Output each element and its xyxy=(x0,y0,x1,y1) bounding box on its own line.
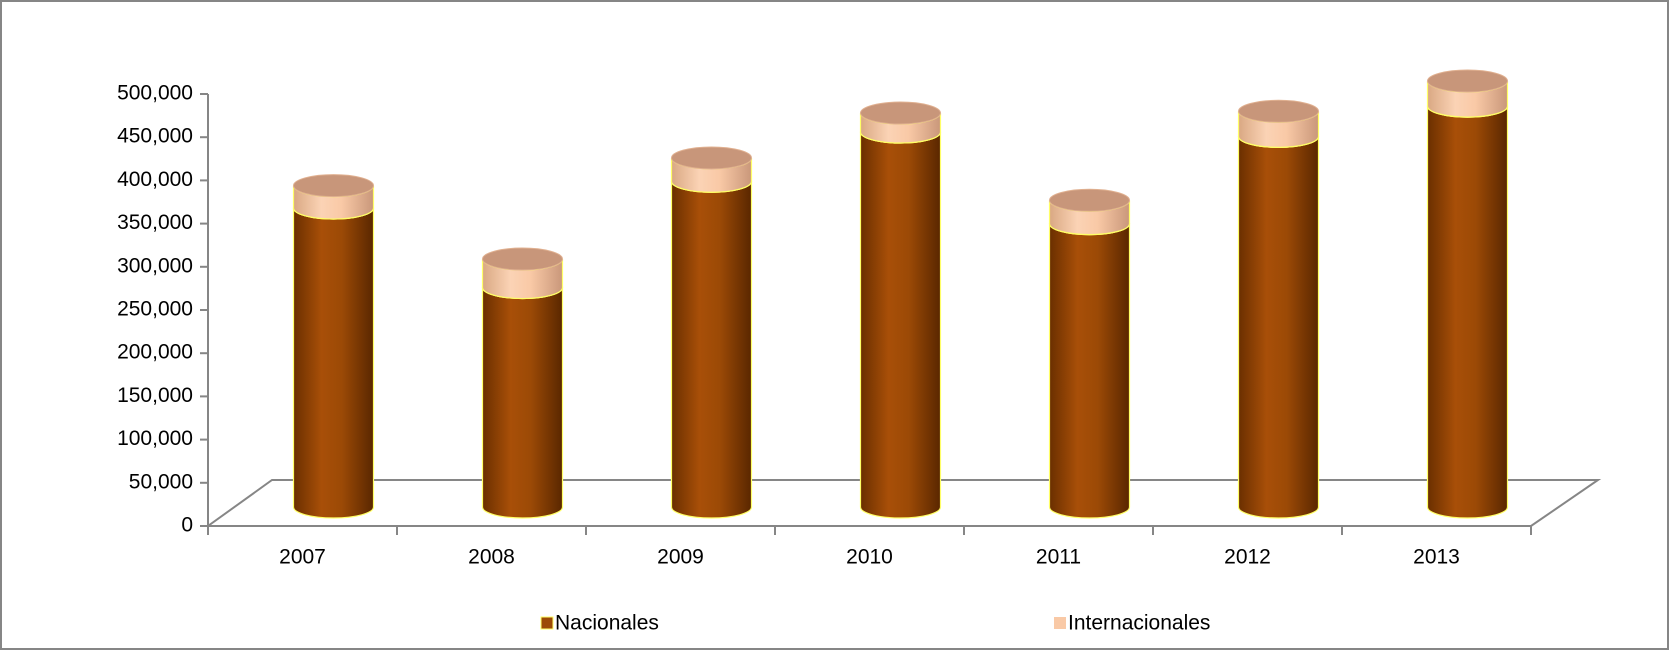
x-tick-label: 2012 xyxy=(1224,546,1271,569)
bar-top xyxy=(671,146,752,170)
bar-top xyxy=(482,247,563,271)
legend-label: Nacionales xyxy=(555,612,659,635)
x-tick-label: 2008 xyxy=(468,546,515,569)
y-tick-label: 0 xyxy=(181,514,193,537)
y-tick-label: 300,000 xyxy=(117,254,193,277)
y-tick-label: 50,000 xyxy=(129,470,193,493)
bar-top xyxy=(293,174,374,198)
x-tick-label: 2007 xyxy=(279,546,326,569)
bar xyxy=(292,207,375,519)
x-tick-label: 2013 xyxy=(1413,546,1460,569)
bar xyxy=(1237,136,1320,519)
y-tick-label: 150,000 xyxy=(117,384,193,407)
bar-top xyxy=(860,101,941,125)
legend-label: Internacionales xyxy=(1068,612,1210,635)
bar xyxy=(670,181,753,519)
bar xyxy=(1048,223,1131,519)
y-tick-label: 350,000 xyxy=(117,211,193,234)
x-tick-label: 2010 xyxy=(846,546,893,569)
y-tick-label: 250,000 xyxy=(117,298,193,321)
legend-swatch xyxy=(1054,617,1066,629)
y-tick-label: 200,000 xyxy=(117,341,193,364)
bar-top xyxy=(1238,99,1319,123)
bar-top xyxy=(1049,188,1130,212)
legend-swatch xyxy=(540,616,554,630)
y-tick-label: 400,000 xyxy=(117,168,193,191)
x-tick-label: 2009 xyxy=(657,546,704,569)
y-tick-label: 100,000 xyxy=(117,427,193,450)
x-tick-label: 2011 xyxy=(1036,546,1081,569)
bar xyxy=(481,287,564,519)
bar-top xyxy=(1427,69,1508,93)
bar xyxy=(859,131,942,519)
floor xyxy=(204,479,1602,527)
y-tick-label: 450,000 xyxy=(117,125,193,148)
y-tick-label: 500,000 xyxy=(117,82,193,105)
bar xyxy=(1426,105,1509,519)
